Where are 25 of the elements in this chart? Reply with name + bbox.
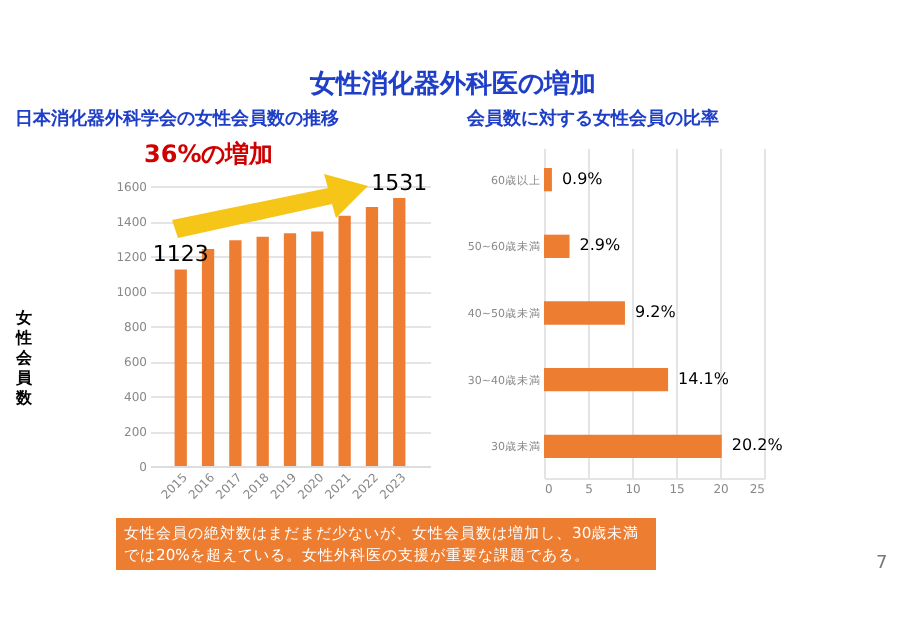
bar <box>544 434 722 458</box>
bar <box>338 215 351 466</box>
bar <box>365 207 379 466</box>
text: 7 <box>876 554 888 574</box>
bar <box>311 231 324 466</box>
bar <box>283 233 297 466</box>
bar <box>174 269 187 466</box>
data-label: 9.2% <box>634 303 677 321</box>
chart-title: 女性消化器外科医の増加 <box>308 67 598 102</box>
bar <box>544 168 552 192</box>
chart-subtitle: 日本消化器外科学会の女性会員数の推移 <box>15 108 340 131</box>
bar <box>544 368 669 392</box>
y-axis-title: 女性会員数 <box>14 309 35 407</box>
bar <box>393 198 406 466</box>
data-label: 2.9% <box>579 236 621 255</box>
bar <box>544 234 570 258</box>
data-label: 1531 <box>371 170 428 197</box>
data-label: 14.1% <box>678 369 730 388</box>
chart-title: 会員数に対する女性会員の比率 <box>464 108 719 130</box>
bar <box>544 301 625 325</box>
bar <box>229 240 242 466</box>
bar <box>256 236 269 466</box>
data-label: 20.2% <box>731 436 784 455</box>
text: 36%の増加 <box>144 138 274 172</box>
data-label: 0.9% <box>561 169 604 188</box>
